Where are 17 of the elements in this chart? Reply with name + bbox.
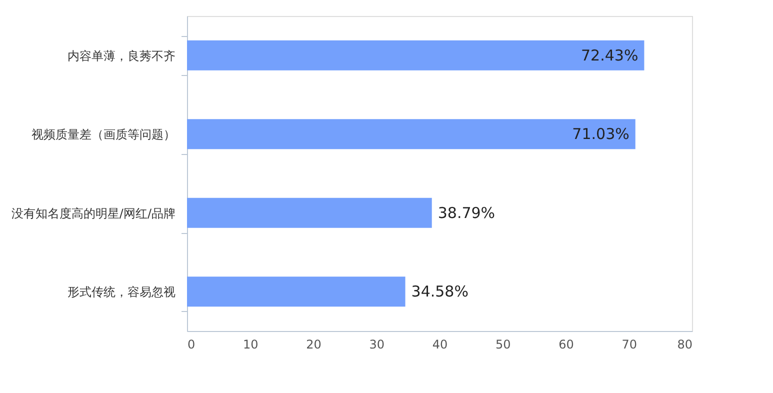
- x-tick-label: 10: [242, 338, 258, 352]
- x-tick-label: 70: [622, 338, 638, 352]
- y-tick-label: 形式传统，容易忽视: [68, 285, 176, 300]
- x-tick-label: 40: [432, 338, 448, 352]
- data-label: 71.03%: [572, 125, 630, 144]
- y-tick-label: 内容单薄，良莠不齐: [68, 48, 176, 63]
- x-tick-label: 80: [677, 338, 692, 352]
- y-tick-label: 视频质量差（画质等问题）: [32, 128, 176, 142]
- y-tick-label: 没有知名度高的明星/网红/品牌: [11, 206, 176, 220]
- data-label: 72.43%: [581, 46, 638, 64]
- x-tick-label: 20: [306, 338, 322, 352]
- data-label: 34.58%: [411, 282, 468, 301]
- x-tick-label: 60: [558, 338, 574, 352]
- data-label: 38.79%: [438, 204, 496, 222]
- x-tick-label: 0: [188, 338, 196, 352]
- x-tick-label: 50: [495, 338, 511, 352]
- x-tick-label: 30: [369, 338, 385, 352]
